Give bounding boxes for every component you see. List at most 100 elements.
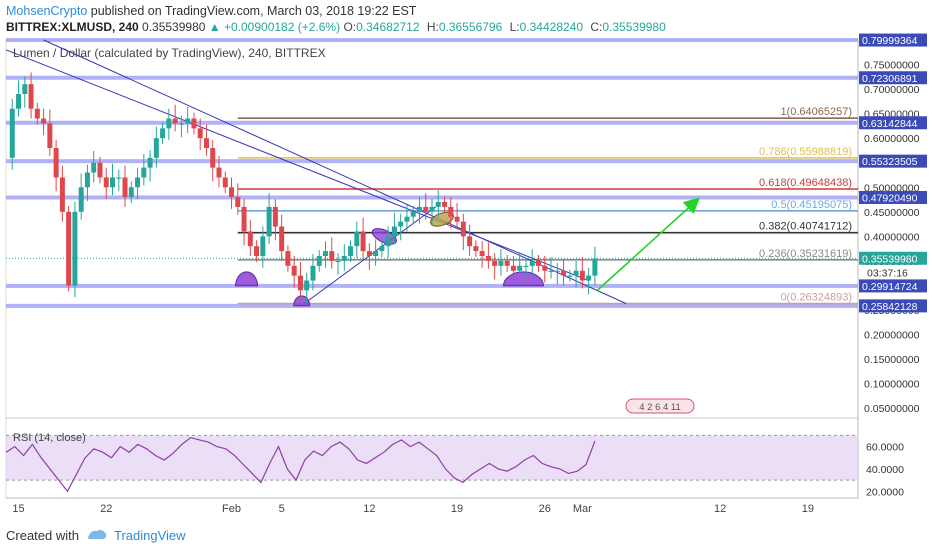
half-dome-shape (293, 295, 311, 307)
candle-body (579, 270, 585, 281)
level-label: 0.29914724 (862, 281, 918, 293)
time-tick-label: Mar (573, 503, 592, 515)
level-label-bg (859, 299, 927, 313)
level-label-bg (859, 154, 927, 168)
rsi-tick-label: 60.0000 (866, 442, 904, 454)
rsi-tick-label: 40.0000 (866, 464, 904, 476)
candle-body (203, 138, 209, 148)
candle-body (398, 221, 404, 227)
price-chart[interactable]: Lumen / Dollar (calculated by TradingVie… (0, 0, 932, 520)
level-label-bg (859, 279, 927, 293)
time-tick-label: 5 (279, 503, 285, 515)
candlestick-series (9, 72, 598, 305)
level-band (6, 283, 858, 288)
candle-body (542, 265, 548, 271)
candle-body (586, 275, 592, 281)
author-link[interactable]: MohsenCrypto (6, 4, 88, 18)
fib-label: 0.5(0.45195075) (771, 199, 852, 211)
time-tick-label: Feb (222, 503, 241, 515)
candle-body (435, 202, 441, 207)
downtrend-line-long (43, 39, 627, 305)
time-axis-labels: 15 22 Feb 5 12 19 26 Mar 12 19 (12, 503, 814, 515)
level-band (6, 195, 858, 200)
candle-body (448, 206, 454, 217)
chart-header: MohsenCrypto published on TradingView.co… (0, 0, 932, 38)
candle-body (241, 206, 247, 232)
ohlc-line: BITTREX:XLMUSD, 240 0.35539980 ▲ +0.0090… (6, 20, 670, 34)
level-label: 0.55323505 (862, 156, 918, 168)
candle-body (266, 206, 272, 237)
time-tick-label: 12 (714, 503, 726, 515)
candle-body (548, 270, 554, 272)
events-badge[interactable]: 4 2 6 4 11 (625, 398, 695, 414)
rsi-title: RSI (14, close) (13, 432, 86, 444)
candle-body (510, 265, 516, 271)
downtrend-line (5, 49, 589, 282)
candle-body (34, 108, 40, 119)
candle-body (329, 251, 335, 261)
candle-body (78, 187, 84, 212)
candle-body (191, 118, 197, 129)
candle-body (354, 231, 360, 247)
footer: Created with TradingView (0, 520, 932, 550)
candle-body (84, 172, 90, 188)
candle-body (147, 157, 153, 168)
publish-line: MohsenCrypto published on TradingView.co… (6, 4, 416, 18)
candle-body (404, 216, 410, 222)
half-dome-shape (235, 271, 259, 287)
level-label: 0.25842128 (862, 301, 918, 313)
candle-body (254, 246, 260, 256)
projection-arrow (596, 197, 700, 291)
level-label: 0.47920490 (862, 192, 918, 204)
last-price: 0.35539980 (142, 20, 206, 34)
candle-body (128, 187, 134, 198)
candle-body (561, 270, 567, 276)
ellipse-shape (430, 211, 454, 227)
high-value: 0.36556796 (438, 20, 503, 34)
candle-body (41, 118, 47, 124)
candle-body (467, 236, 473, 247)
chart-title: Lumen / Dollar (calculated by TradingVie… (13, 46, 326, 60)
candle-body (304, 280, 310, 291)
level-band (6, 75, 858, 80)
rsi-band (6, 435, 858, 481)
candle-body (529, 260, 535, 266)
candle-body (260, 236, 266, 256)
candle-body (391, 226, 397, 237)
price-tick-label: 0.45000000 (864, 207, 920, 219)
candle-body (335, 260, 341, 263)
candle-body (479, 251, 485, 256)
candle-body (9, 108, 15, 158)
candle-body (385, 236, 391, 247)
candle-body (66, 211, 72, 286)
tradingview-brand[interactable]: TradingView (114, 528, 186, 543)
countdown-label: 03:37:16 (867, 267, 908, 279)
candle-body (366, 251, 372, 256)
time-tick-label: 26 (539, 503, 551, 515)
candle-body (416, 206, 422, 212)
candle-body (16, 94, 22, 109)
candle-body (536, 260, 541, 266)
candle-body (360, 231, 366, 252)
last-price-label: 0.35539980 (862, 253, 918, 265)
candle-body (504, 260, 510, 266)
candle-body (135, 177, 141, 188)
candle-body (341, 256, 347, 261)
level-band (6, 38, 858, 43)
candle-body (323, 251, 328, 256)
fib-label: 0.618(0.49648438) (759, 177, 852, 189)
price-tick-label: 0.10000000 (864, 379, 920, 391)
level-label-bg (859, 71, 927, 85)
candle-body (178, 123, 184, 125)
candle-body (91, 162, 97, 173)
close-value: 0.35539980 (602, 20, 666, 34)
fib-label: 0.382(0.40741712) (759, 221, 852, 233)
half-dome-shape (502, 271, 544, 287)
price-tick-label: 0.20000000 (864, 330, 920, 342)
candle-body (153, 138, 159, 158)
candle-body (310, 265, 316, 281)
level-band (6, 303, 858, 308)
candle-body (429, 206, 435, 212)
time-tick-label: 15 (12, 503, 24, 515)
candle-body (103, 177, 109, 188)
